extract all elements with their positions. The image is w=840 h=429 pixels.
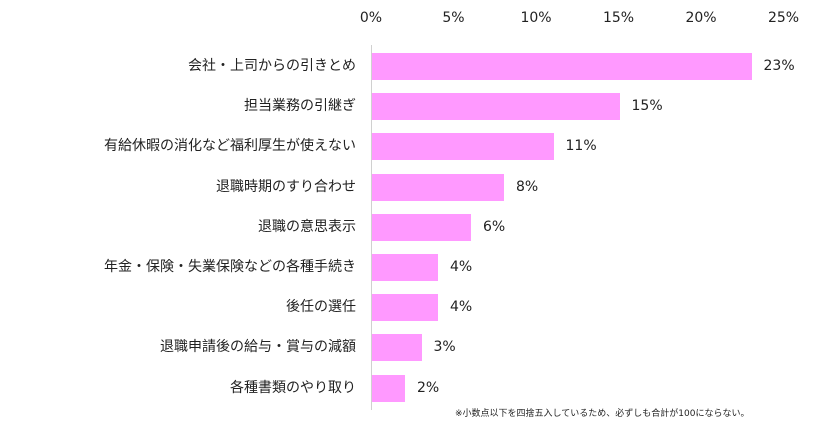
bar [372, 254, 438, 281]
x-tick-label: 25% [767, 10, 800, 26]
bar [372, 213, 471, 241]
value-label: 8% [516, 178, 539, 195]
footnote: ※小数点以下を四捨五入しているため、必ずしも合計が100にならない。 [455, 409, 750, 419]
bar [372, 173, 504, 201]
value-label: 2% [417, 379, 440, 396]
value-label: 3% [433, 339, 456, 356]
value-label: 23% [763, 58, 795, 74]
bar [372, 374, 405, 402]
category-label: 退職申請後の給与・賞与の減額 [160, 339, 356, 356]
x-tick-label: 0% [359, 10, 383, 26]
value-label: 4% [450, 299, 473, 316]
x-tick-label: 5% [442, 10, 465, 26]
bar [372, 53, 752, 80]
bar [372, 294, 438, 322]
category-label: 退職の意思表示 [258, 218, 356, 235]
category-label: 会社・上司からの引きとめ [188, 58, 356, 74]
category-label: 後任の選任 [286, 299, 356, 316]
y-axis-line [371, 45, 372, 410]
x-tick-label: 15% [602, 10, 635, 26]
category-label: 担当業務の引継ぎ [244, 98, 356, 115]
bar [372, 334, 422, 362]
value-label: 4% [450, 259, 473, 275]
value-label: 15% [631, 98, 663, 115]
bar [372, 133, 554, 161]
value-label: 11% [565, 138, 597, 155]
value-label: 6% [483, 218, 506, 235]
x-tick-label: 10% [520, 10, 552, 26]
category-label: 年金・保険・失業保険などの各種手続き [104, 259, 356, 275]
x-tick-label: 20% [685, 10, 717, 26]
category-label: 各種書類のやり取り [230, 379, 356, 396]
category-label: 退職時期のすり合わせ [216, 178, 356, 195]
bar [372, 93, 620, 121]
category-label: 有給休暇の消化など福利厚生が使えない [104, 138, 356, 155]
